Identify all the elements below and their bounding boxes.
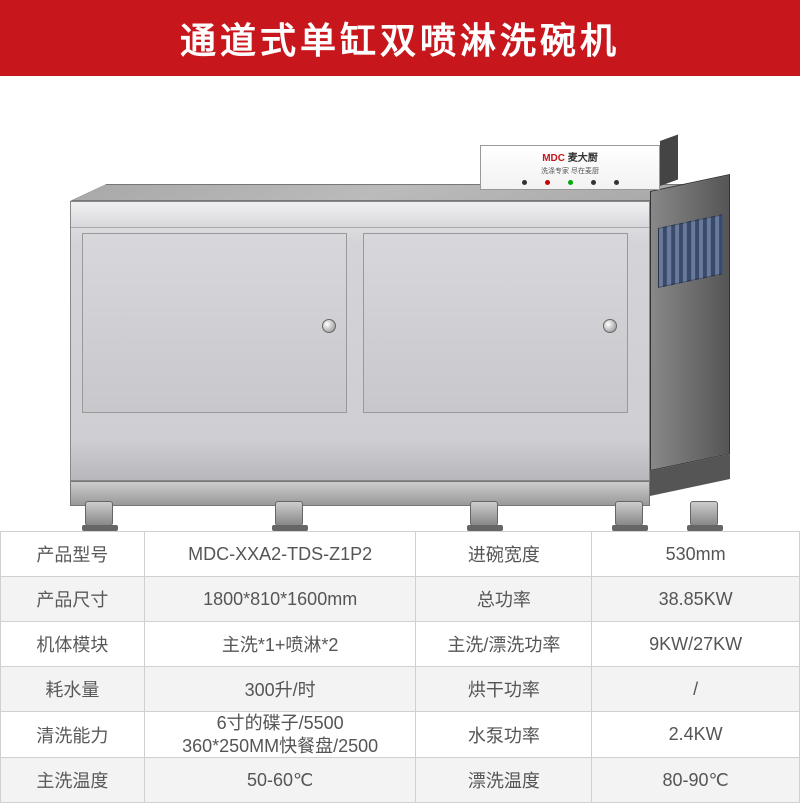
spec-label: 清洗能力: [1, 712, 145, 758]
spec-value: /: [592, 667, 800, 712]
spec-value: 9KW/27KW: [592, 622, 800, 667]
door-right: [363, 233, 628, 413]
spec-label: 主洗/漂洗功率: [416, 622, 592, 667]
spec-value: 80-90℃: [592, 758, 800, 803]
spec-label: 总功率: [416, 577, 592, 622]
machine-foot: [470, 501, 498, 526]
spec-value: MDC-XXA2-TDS-Z1P2: [144, 532, 416, 577]
indicator-lights: [522, 180, 619, 185]
spec-label: 产品尺寸: [1, 577, 145, 622]
table-row: 耗水量300升/时烘干功率/: [1, 667, 800, 712]
spec-value: 2.4KW: [592, 712, 800, 758]
brand-label: 麦大厨: [542, 149, 598, 164]
control-panel: 麦大厨 洗涤专家 尽在麦厨: [480, 145, 660, 190]
dishwasher-illustration: 麦大厨 洗涤专家 尽在麦厨: [60, 146, 740, 526]
door-left: [82, 233, 347, 413]
table-row: 清洗能力6寸的碟子/5500360*250MM快餐盘/2500水泵功率2.4KW: [1, 712, 800, 758]
spec-value: 50-60℃: [144, 758, 416, 803]
page-title: 通道式单缸双喷淋洗碗机: [0, 0, 800, 76]
table-row: 产品尺寸1800*810*1600mm总功率38.85KW: [1, 577, 800, 622]
spec-label: 产品型号: [1, 532, 145, 577]
table-row: 机体模块主洗*1+喷淋*2主洗/漂洗功率9KW/27KW: [1, 622, 800, 667]
machine-foot: [615, 501, 643, 526]
spec-label: 主洗温度: [1, 758, 145, 803]
brand-subtitle: 洗涤专家 尽在麦厨: [541, 166, 599, 176]
spec-label: 进碗宽度: [416, 532, 592, 577]
table-row: 主洗温度50-60℃漂洗温度80-90℃: [1, 758, 800, 803]
product-image-area: 麦大厨 洗涤专家 尽在麦厨: [0, 76, 800, 531]
spec-value: 6寸的碟子/5500360*250MM快餐盘/2500: [144, 712, 416, 758]
spec-label: 机体模块: [1, 622, 145, 667]
spec-table: 产品型号MDC-XXA2-TDS-Z1P2进碗宽度530mm产品尺寸1800*8…: [0, 531, 800, 803]
spec-value: 1800*810*1600mm: [144, 577, 416, 622]
machine-foot: [690, 501, 718, 526]
machine-foot: [275, 501, 303, 526]
spec-value: 主洗*1+喷淋*2: [144, 622, 416, 667]
control-panel-side: [660, 134, 678, 186]
handle-icon: [603, 319, 617, 333]
handle-icon: [322, 319, 336, 333]
spec-label: 水泵功率: [416, 712, 592, 758]
spec-label: 耗水量: [1, 667, 145, 712]
machine-foot: [85, 501, 113, 526]
table-row: 产品型号MDC-XXA2-TDS-Z1P2进碗宽度530mm: [1, 532, 800, 577]
spec-label: 漂洗温度: [416, 758, 592, 803]
spec-value: 300升/时: [144, 667, 416, 712]
spec-value: 38.85KW: [592, 577, 800, 622]
machine-base: [70, 481, 650, 506]
spec-label: 烘干功率: [416, 667, 592, 712]
spec-value: 530mm: [592, 532, 800, 577]
